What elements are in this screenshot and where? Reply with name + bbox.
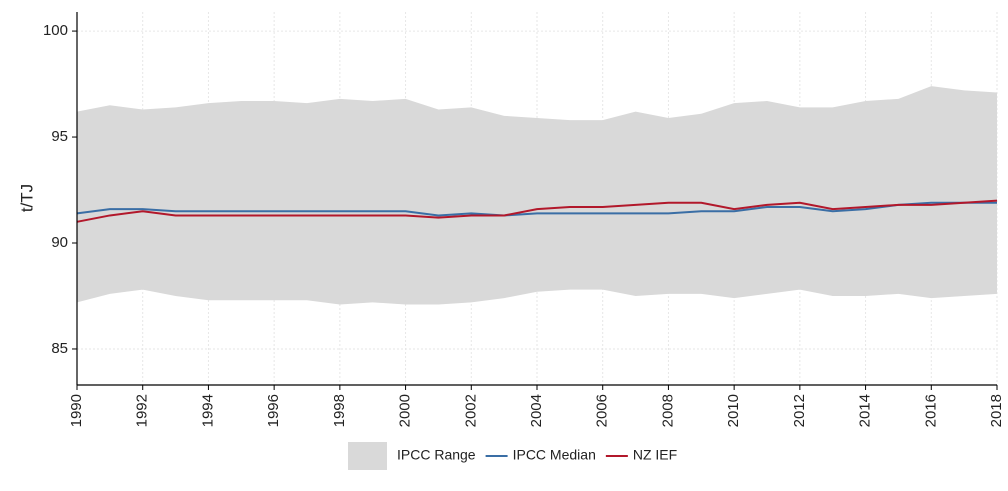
x-tick-label: 2008 bbox=[659, 394, 676, 427]
x-tick-label: 2006 bbox=[594, 394, 611, 427]
x-tick-label: 1994 bbox=[199, 394, 216, 427]
line bbox=[76, 201, 997, 217]
x-tick-label: 1998 bbox=[331, 394, 348, 427]
x-tick-label: 2000 bbox=[397, 394, 414, 427]
line bbox=[76, 199, 998, 223]
x-tick-label: 2004 bbox=[528, 394, 545, 427]
x-tick-label: 2018 bbox=[988, 394, 1005, 427]
y-tick-label: 100 bbox=[43, 22, 68, 39]
y-tick-label: 90 bbox=[51, 234, 68, 251]
y-tick-label: 95 bbox=[51, 128, 68, 145]
legend-label: IPCC Median bbox=[513, 447, 596, 463]
legend-label: NZ IEF bbox=[633, 447, 677, 463]
legend-swatch bbox=[348, 442, 387, 470]
y-axis-label: t/TJ bbox=[17, 184, 36, 212]
x-tick-label: 2012 bbox=[791, 394, 808, 427]
x-tick-label: 1992 bbox=[134, 394, 151, 427]
y-tick-label: 85 bbox=[51, 340, 68, 357]
legend-label: IPCC Range bbox=[397, 447, 476, 463]
x-tick-label: 1990 bbox=[68, 394, 85, 427]
x-tick-label: 2010 bbox=[725, 394, 742, 427]
x-tick-label: 1996 bbox=[265, 394, 282, 427]
x-tick-label: 2002 bbox=[462, 394, 479, 427]
range-band bbox=[77, 86, 997, 305]
x-tick-label: 2014 bbox=[857, 394, 874, 427]
x-tick-label: 2016 bbox=[922, 394, 939, 427]
